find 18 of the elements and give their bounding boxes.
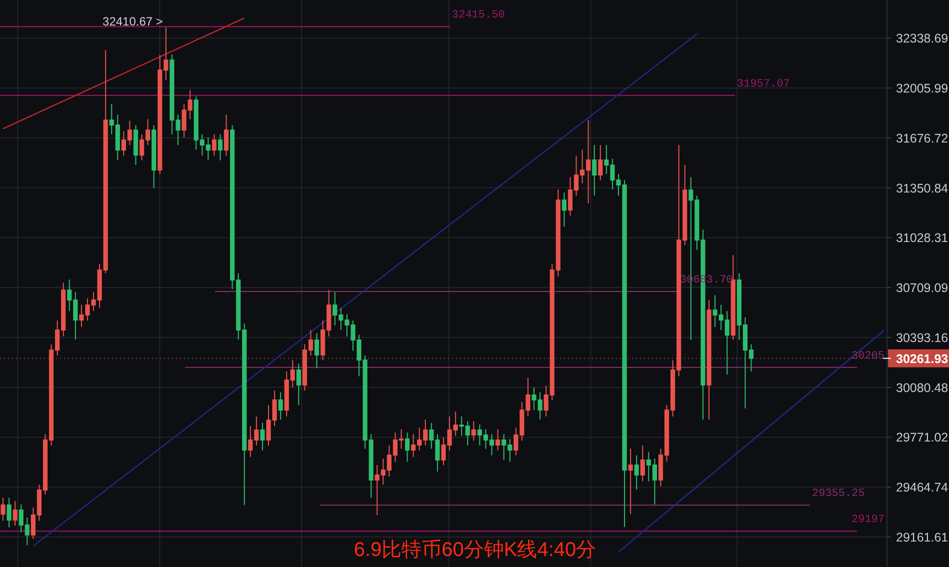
y-tick-label: 30393.16	[896, 330, 948, 345]
text: 6.9比特币60分钟K线4:40分	[354, 539, 596, 561]
y-tick-label: 29771.02	[896, 430, 948, 445]
y-tick-label: 31028.31	[896, 231, 948, 246]
y-tick-label: 29161.61	[896, 530, 948, 545]
y-tick-label: 31350.84	[896, 181, 948, 196]
ref-line-label: 32415.50	[452, 10, 505, 22]
y-tick-label: 30080.48	[896, 380, 948, 395]
y-tick-label: 31676.72	[896, 131, 948, 146]
ref-line-label: 30261.93	[896, 352, 948, 366]
annotation: 32410.67 >	[102, 14, 163, 28]
y-tick-label: 29464.74	[896, 480, 948, 495]
y-tick-label: 32338.69	[896, 32, 948, 46]
y-tick-label: 32005.99	[896, 81, 948, 96]
ref-line-label: 29197	[852, 514, 885, 526]
ref-line-label: 31957.07	[737, 78, 790, 90]
y-tick-label: 30709.09	[896, 281, 948, 296]
ref-line-label: 29355.25	[812, 488, 865, 500]
